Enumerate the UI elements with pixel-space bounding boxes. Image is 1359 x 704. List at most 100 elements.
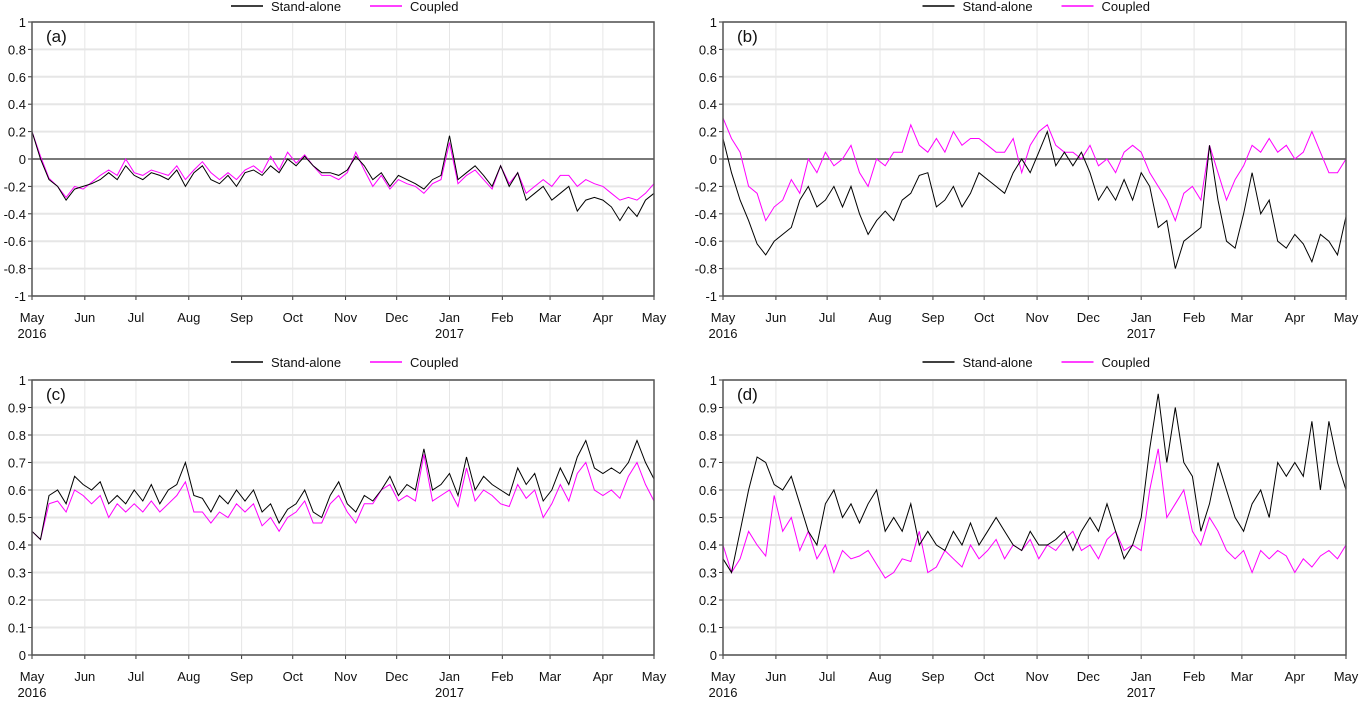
panel-label: (d): [737, 385, 758, 404]
y-tick-label: 1: [710, 15, 717, 30]
x-tick-label: Apr: [1285, 310, 1306, 325]
x-tick-label: May: [642, 310, 667, 325]
y-tick-label: -0.6: [695, 234, 717, 249]
x-tick-label: Jun: [74, 310, 95, 325]
x-year-label: 2016: [18, 685, 47, 699]
plot-frame: [31, 379, 655, 656]
y-tick-label: -0.4: [4, 207, 26, 222]
y-tick-label: 0.9: [699, 401, 717, 416]
y-tick-label: 0.8: [8, 428, 26, 443]
x-tick-label: May: [20, 310, 45, 325]
y-tick-label: 0.2: [8, 593, 26, 608]
legend-label-coupled: Coupled: [410, 0, 458, 14]
y-tick-label: -0.6: [4, 234, 26, 249]
x-tick-label: May: [1334, 310, 1359, 325]
legend-label-standalone: Stand-alone: [271, 355, 341, 370]
x-tick-label: Apr: [593, 669, 614, 684]
x-tick-label: Mar: [1231, 669, 1254, 684]
x-tick-label: May: [20, 669, 45, 684]
series-line-coupled: [722, 117, 1347, 223]
x-tick-label: Jun: [765, 669, 786, 684]
x-tick-label: Jul: [128, 310, 145, 325]
panel-label: (b): [737, 27, 758, 46]
x-tick-label: Oct: [283, 310, 304, 325]
series-line-coupled: [31, 131, 655, 201]
y-tick-label: 0.5: [8, 511, 26, 526]
legend-label-coupled: Coupled: [1102, 355, 1150, 370]
y-tick-label: 0.5: [699, 511, 717, 526]
y-tick-label: 0.2: [699, 593, 717, 608]
x-tick-label: Feb: [491, 669, 513, 684]
y-tick-label: -0.2: [695, 179, 717, 194]
x-tick-label: Sep: [230, 310, 253, 325]
x-tick-label: Mar: [539, 310, 562, 325]
legend: Stand-alone Coupled: [231, 355, 458, 370]
x-tick-label: Nov: [334, 669, 358, 684]
x-tick-label: Jul: [819, 669, 836, 684]
x-tick-label: Sep: [921, 310, 944, 325]
x-tick-label: Jul: [128, 669, 145, 684]
x-tick-label: May: [642, 669, 667, 684]
x-tick-label: Jul: [819, 310, 836, 325]
x-tick-label: Sep: [921, 669, 944, 684]
y-tick-label: 1: [710, 373, 717, 388]
x-tick-label: Dec: [385, 669, 409, 684]
y-tick-label: 0.6: [699, 483, 717, 498]
x-tick-label: Feb: [1183, 669, 1205, 684]
x-tick-label: Dec: [385, 310, 409, 325]
x-year-label: 2017: [435, 685, 464, 699]
y-tick-label: 0.6: [8, 70, 26, 85]
series-line-standalone: [31, 131, 655, 222]
y-tick-label: -0.4: [695, 207, 717, 222]
x-tick-label: Jun: [74, 669, 95, 684]
x-year-label: 2016: [709, 326, 738, 341]
x-year-label: 2016: [709, 685, 738, 699]
x-year-label: 2017: [435, 326, 464, 341]
y-tick-label: 0.1: [8, 621, 26, 636]
y-tick-label: 0: [710, 152, 717, 167]
series-line-standalone: [722, 130, 1347, 269]
x-year-label: 2017: [1127, 685, 1156, 699]
y-tick-label: 0: [19, 648, 26, 663]
chart-panel-b: -1 -0.8 -0.6 -0.4 -0.2 0 0.2 0.4 0.6 0.8 1 May Jun Ju…: [695, 0, 1359, 341]
legend-label-standalone: Stand-alone: [963, 355, 1033, 370]
series-line-coupled: [722, 448, 1347, 579]
panel-label: (a): [46, 27, 67, 46]
x-tick-label: Oct: [974, 310, 995, 325]
y-tick-label: 0.2: [699, 125, 717, 140]
y-tick-label: 0: [19, 152, 26, 167]
y-tick-label: 0.3: [699, 566, 717, 581]
x-tick-label: Oct: [974, 669, 995, 684]
x-tick-label: Aug: [177, 310, 200, 325]
x-tick-label: May: [1334, 669, 1359, 684]
y-tick-label: 0.2: [8, 125, 26, 140]
y-tick-label: 0.8: [699, 42, 717, 57]
x-tick-label: May: [711, 310, 736, 325]
y-tick-label: -0.8: [4, 262, 26, 277]
y-tick-label: 1: [19, 373, 26, 388]
y-tick-label: 0.3: [8, 566, 26, 581]
y-tick-label: 0.1: [699, 621, 717, 636]
legend-label-standalone: Stand-alone: [271, 0, 341, 14]
x-tick-label: Jan: [439, 669, 460, 684]
x-tick-label: Mar: [539, 669, 562, 684]
y-tick-label: 0.4: [699, 538, 717, 553]
x-tick-label: Apr: [593, 310, 614, 325]
y-tick-label: 0.7: [699, 456, 717, 471]
x-tick-label: Sep: [230, 669, 253, 684]
legend-label-coupled: Coupled: [1102, 0, 1150, 14]
legend: Stand-alone Coupled: [231, 0, 458, 14]
legend: Stand-alone Coupled: [922, 355, 1150, 370]
plot-frame: [31, 21, 655, 297]
legend-label-standalone: Stand-alone: [963, 0, 1033, 14]
y-tick-label: 0.8: [8, 42, 26, 57]
legend: Stand-alone Coupled: [922, 0, 1150, 14]
chart-panel-c: 0 0.1 0.2 0.3 0.4 0.5 0.6 0.7 0.8 0.9 1 May Jun Jul Au…: [8, 355, 667, 700]
y-tick-label: 0.7: [8, 456, 26, 471]
x-tick-label: May: [711, 669, 736, 684]
x-tick-label: Nov: [1025, 310, 1049, 325]
x-tick-label: Jun: [765, 310, 786, 325]
x-tick-label: Nov: [1025, 669, 1049, 684]
x-tick-label: Oct: [283, 669, 304, 684]
